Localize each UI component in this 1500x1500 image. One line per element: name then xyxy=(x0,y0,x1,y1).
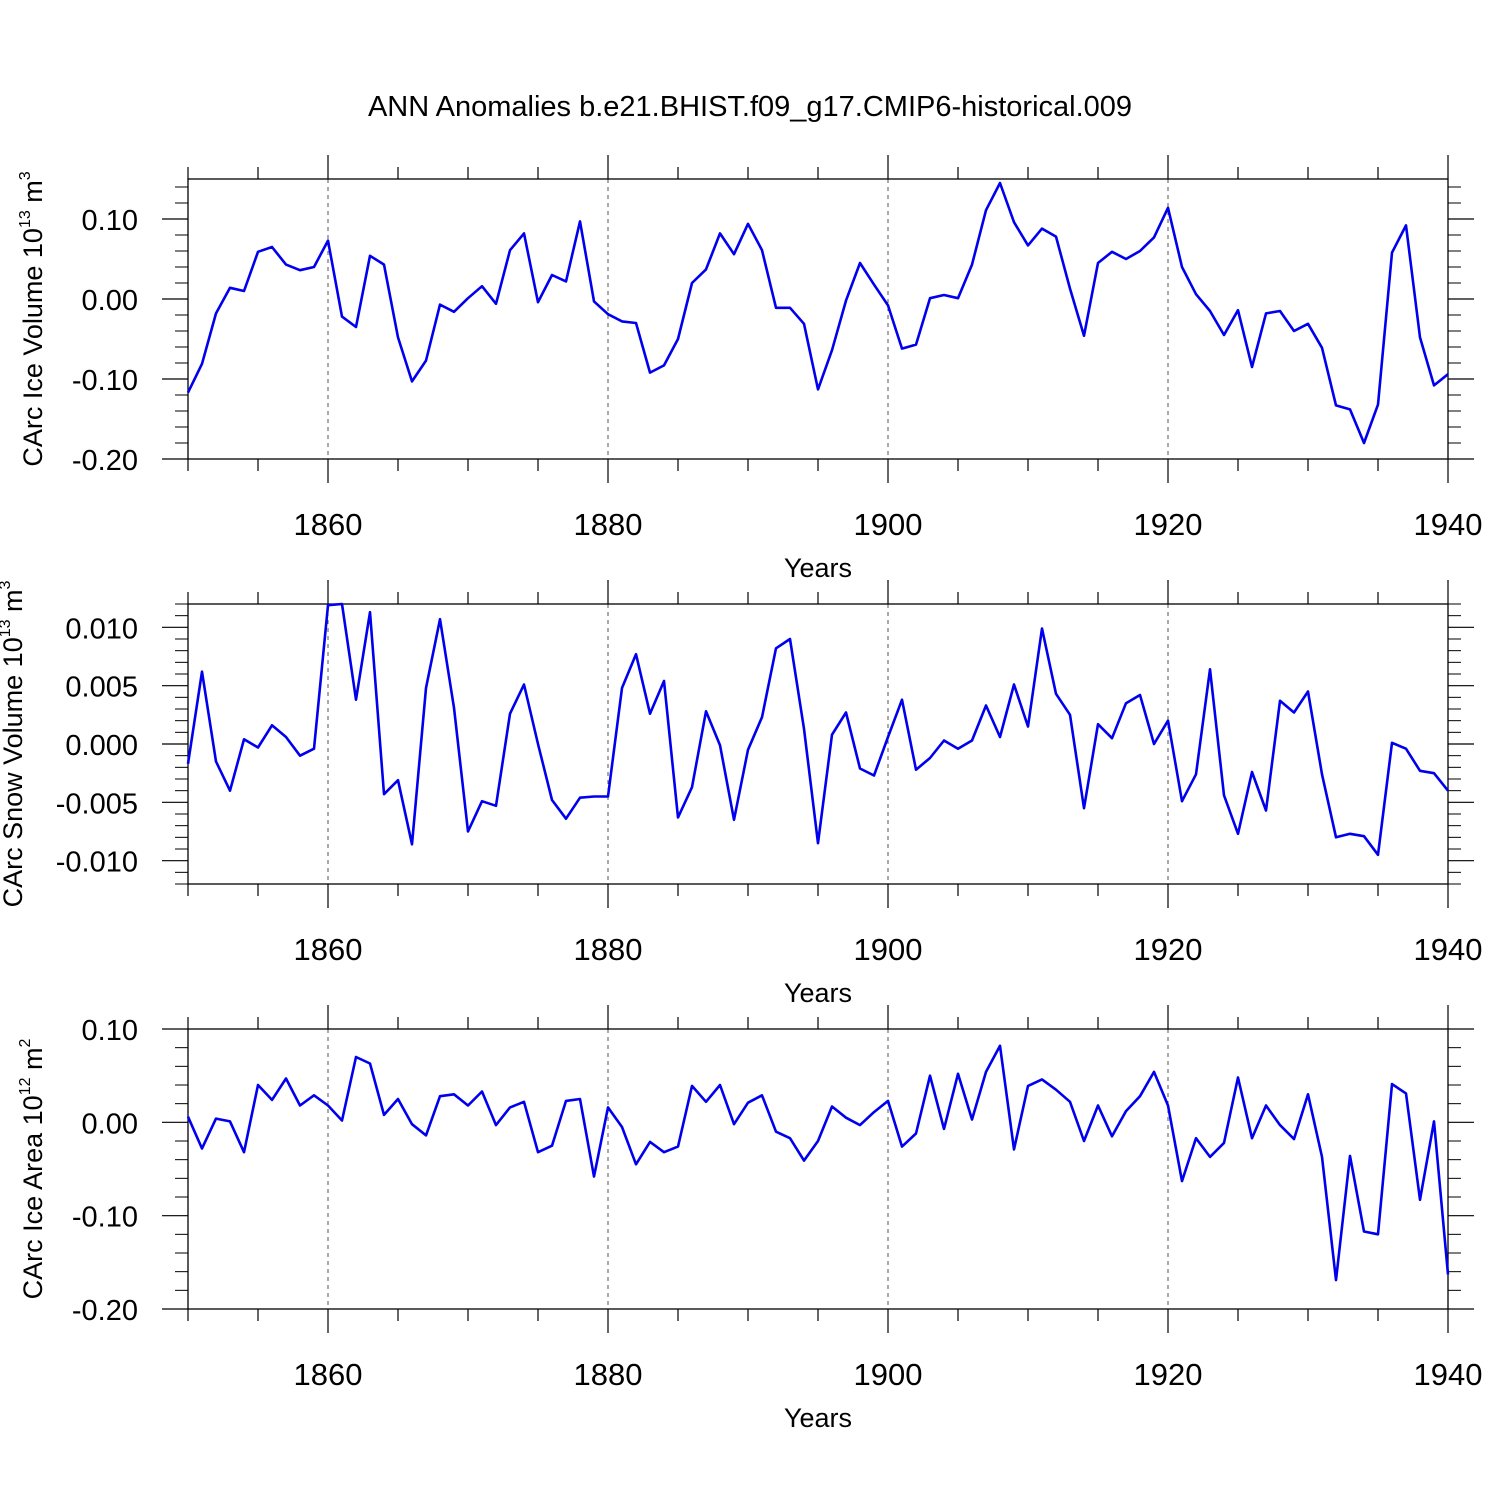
panel-ice-volume: 0.10 0.00 -0.10 -0.20 1860 1880 1900 1920 1940 Ye… xyxy=(17,155,1482,583)
y-label-unit-exponent: 2 xyxy=(17,1039,34,1048)
x-axis-label: Years xyxy=(784,978,852,1008)
y-tick-label: 0.005 xyxy=(65,672,138,704)
y-label-unit: m xyxy=(0,589,28,619)
x-tick-label: 1940 xyxy=(1414,932,1483,967)
x-tick-label: 1860 xyxy=(294,932,363,967)
x-axis-label: Years xyxy=(784,1403,852,1433)
panel-snow-volume: 0.010 0.005 0.000 -0.005 -0.010 1860 1880 1900 1… xyxy=(0,580,1482,1008)
panel-ice-area: 0.10 0.00 -0.10 -0.20 1860 1880 1900 1920 1940 Ye… xyxy=(17,1005,1482,1433)
y-tick-label: -0.005 xyxy=(56,788,138,820)
y-label-exponent: 13 xyxy=(17,210,34,228)
series-line xyxy=(186,1044,1450,1282)
x-tick-label: 1920 xyxy=(1134,507,1203,542)
x-tick-label: 1880 xyxy=(574,1357,643,1392)
y-label-unit: m xyxy=(18,180,48,210)
x-tick-label: 1940 xyxy=(1414,507,1483,542)
y-tick-label: -0.10 xyxy=(72,365,138,397)
x-tick-label: 1920 xyxy=(1134,1357,1203,1392)
x-tick-label: 1920 xyxy=(1134,932,1203,967)
x-tick-label: 1900 xyxy=(854,507,923,542)
y-tick-label: 0.00 xyxy=(82,1108,138,1140)
y-axis-label: CArc Snow Volume 1013 m3 xyxy=(0,580,28,907)
y-label-text: CArc Snow Volume 10 xyxy=(0,637,28,907)
x-tick-label: 1900 xyxy=(854,932,923,967)
plot-frame xyxy=(187,178,1449,460)
y-tick-label: 0.000 xyxy=(65,730,138,762)
y-axis-label: CArc Ice Area 1012 m2 xyxy=(17,1039,48,1300)
x-tick-label: 1880 xyxy=(574,507,643,542)
y-tick-label: -0.20 xyxy=(72,445,138,477)
y-label-unit-exponent: 3 xyxy=(0,580,14,589)
y-label-exponent: 12 xyxy=(17,1077,34,1095)
chart-title: ANN Anomalies b.e21.BHIST.f09_g17.CMIP6-… xyxy=(368,91,1132,123)
y-tick-label: 0.10 xyxy=(82,1015,138,1047)
x-tick-label: 1940 xyxy=(1414,1357,1483,1392)
y-tick-label: 0.10 xyxy=(82,205,138,237)
y-tick-label: -0.10 xyxy=(72,1202,138,1234)
series-line xyxy=(186,181,1449,445)
x-tick-label: 1860 xyxy=(294,1357,363,1392)
plot-frame xyxy=(187,1028,1449,1310)
y-tick-label: 0.010 xyxy=(65,613,138,645)
x-axis-label: Years xyxy=(784,553,852,583)
x-tick-label: 1880 xyxy=(574,932,643,967)
y-label-text: CArc Ice Volume 10 xyxy=(18,228,48,467)
y-label-exponent: 13 xyxy=(0,619,14,637)
x-tick-label: 1860 xyxy=(294,507,363,542)
y-axis-label: CArc Ice Volume 1013 m3 xyxy=(17,171,48,466)
y-label-unit-exponent: 3 xyxy=(17,171,34,180)
y-tick-label: -0.20 xyxy=(72,1295,138,1327)
series-line xyxy=(186,602,1450,857)
y-tick-label: 0.00 xyxy=(82,285,138,317)
y-tick-label: -0.010 xyxy=(56,847,138,879)
x-tick-label: 1900 xyxy=(854,1357,923,1392)
y-label-text: CArc Ice Area 10 xyxy=(18,1095,48,1299)
y-label-unit: m xyxy=(18,1048,48,1078)
